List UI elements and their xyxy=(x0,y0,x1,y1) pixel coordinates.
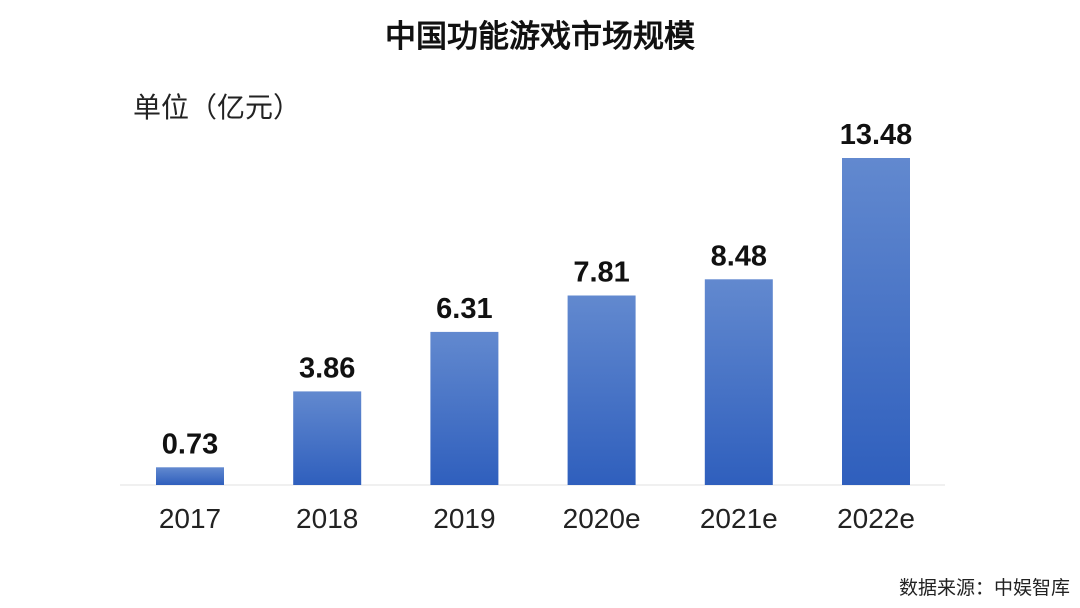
x-tick-label-2019: 2019 xyxy=(433,503,495,534)
value-label-2022e: 13.48 xyxy=(840,119,913,151)
value-label-2018: 3.86 xyxy=(299,352,355,384)
bar-2018 xyxy=(293,391,362,485)
bar-2020e xyxy=(567,295,636,485)
bar-2022e xyxy=(842,158,910,485)
chart-title: 中国功能游戏市场规模 xyxy=(385,19,695,55)
x-tick-label-2021e: 2021e xyxy=(700,503,778,534)
x-tick-label-2020e: 2020e xyxy=(563,503,641,534)
x-tick-label-2018: 2018 xyxy=(296,503,358,534)
source-note: 数据来源：中娱智库 xyxy=(899,577,1070,599)
bar-2017 xyxy=(156,467,224,485)
x-tick-label-2017: 2017 xyxy=(159,503,221,534)
bar-2019 xyxy=(430,331,499,485)
x-tick-label-group: 2017 2018 2019 2020e 2021e 2022e xyxy=(159,503,915,534)
value-label-group: 0.73 3.86 6.31 7.81 8.48 13.48 xyxy=(162,119,913,460)
bar-2021e xyxy=(704,279,773,485)
x-tick-label-2022e: 2022e xyxy=(837,503,915,534)
value-label-2020e: 7.81 xyxy=(573,257,629,289)
bar-group xyxy=(156,158,910,485)
value-label-2017: 0.73 xyxy=(162,428,218,460)
value-label-2019: 6.31 xyxy=(436,293,492,325)
value-label-2021e: 8.48 xyxy=(711,240,767,272)
unit-label: 单位（亿元） xyxy=(133,91,301,124)
